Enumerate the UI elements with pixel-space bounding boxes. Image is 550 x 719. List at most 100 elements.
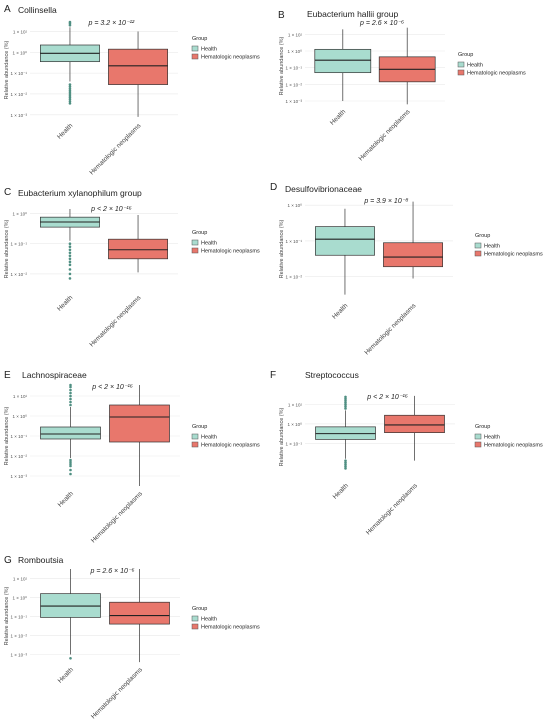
panel-title: Collinsella <box>18 5 57 15</box>
panel-d: D Desulfovibrionaceae 1 × 10⁰ 1 × 10⁻¹ 1 × 1… <box>270 182 543 356</box>
y-tick-label: 1 × 10⁰ <box>13 212 28 217</box>
x-tick-label: Health <box>56 294 75 313</box>
outlier-point <box>69 397 72 401</box>
outlier-point <box>68 242 72 246</box>
y-tick-label: 1 × 10⁰ <box>13 414 28 419</box>
box-hematologic-neoplasms <box>383 201 443 279</box>
panel-g: G Romboutsia 1 × 10¹ 1 × 10⁰ 1 × 10⁻¹ 1 × 10⁻… <box>4 555 260 719</box>
y-tick-label: 1 × 10⁻² <box>285 275 302 280</box>
x-tick-label: Hematologic neoplasms <box>363 302 418 357</box>
outlier-point <box>68 277 72 280</box>
box-health <box>40 20 100 105</box>
x-tick-label: Hematologic neoplasms <box>90 666 145 719</box>
legend-swatch <box>191 239 199 246</box>
legend-swatch <box>191 45 199 52</box>
panel-letter: F <box>270 370 276 381</box>
y-tick-label: 1 × 10⁻¹ <box>285 441 302 446</box>
legend: Group Health Hematologic neoplasms <box>191 36 260 61</box>
y-axis-label: Relative abundance (%) <box>4 40 10 99</box>
legend-label: Hematologic neoplasms <box>201 625 260 631</box>
legend-label: Health <box>484 244 500 250</box>
box-hematologic-neoplasms <box>108 31 168 117</box>
outlier-point <box>69 468 72 472</box>
y-tick-label: 1 × 10⁻² <box>10 272 27 277</box>
legend-swatch <box>191 615 199 622</box>
legend-swatch <box>191 53 199 60</box>
y-axis-label: Relative abundance (%) <box>279 407 285 466</box>
outlier-point <box>344 399 347 403</box>
legend-label: Hematologic neoplasms <box>484 443 543 449</box>
y-tick-label: 1 × 10⁻² <box>10 454 27 459</box>
outlier-point <box>69 458 72 462</box>
outlier-point <box>69 472 72 476</box>
x-tick-label: Health <box>332 482 351 501</box>
y-tick-label: 1 × 10⁻¹ <box>285 66 302 71</box>
panel-letter: D <box>270 182 277 193</box>
y-axis-label: Relative abundance (%) <box>4 219 10 278</box>
outlier-point <box>68 93 72 97</box>
x-tick-label: Health <box>331 302 350 321</box>
outlier-point <box>344 407 347 410</box>
y-tick-label: 1 × 10¹ <box>288 403 303 408</box>
y-tick-label: 1 × 10⁻¹ <box>10 614 27 619</box>
y-tick-label: 1 × 10⁻³ <box>10 113 27 118</box>
y-axis-label: Relative abundance (%) <box>4 586 10 645</box>
x-tick-label: Health <box>329 108 348 127</box>
outlier-point <box>69 394 72 398</box>
panel-e: E Lachnospiraceae 1 × 10¹ 1 × 10⁰ 1 × 10⁻¹ 1 … <box>4 370 260 544</box>
outlier-point <box>69 385 72 389</box>
box-health <box>40 209 100 280</box>
y-tick-label: 1 × 10⁻¹ <box>285 239 302 244</box>
legend-title: Group <box>475 233 490 239</box>
panel-letter: C <box>4 187 11 198</box>
outlier-point <box>68 257 72 261</box>
legend-label: Health <box>201 47 217 53</box>
outlier-point <box>344 459 347 462</box>
legend-title: Group <box>192 36 207 42</box>
y-axis-label: Relative abundance (%) <box>279 36 285 95</box>
legend-label: Hematologic neoplasms <box>484 252 543 258</box>
x-tick-label: Health <box>57 666 76 685</box>
x-tick-label: Hematologic neoplasms <box>90 490 145 545</box>
outlier-point <box>68 87 72 91</box>
p-value-annotation: p = 2.6 × 10⁻⁶ <box>359 20 404 27</box>
iqr-box <box>108 48 168 85</box>
outlier-point <box>69 403 72 407</box>
outlier-point <box>68 91 72 95</box>
y-tick-label: 1 × 10⁻² <box>10 92 27 97</box>
outlier-point <box>68 245 72 249</box>
box-hematologic-neoplasms <box>378 27 436 105</box>
y-tick-label: 1 × 10⁻² <box>285 82 302 87</box>
iqr-box <box>109 404 170 443</box>
outlier-point <box>344 461 347 464</box>
legend: Group Health Hematologic neoplasms <box>191 424 260 449</box>
iqr-box <box>108 238 168 260</box>
legend-swatch <box>191 441 199 448</box>
y-axis-label: Relative abundance (%) <box>4 406 10 465</box>
outlier-point <box>344 403 347 406</box>
y-tick-label: 1 × 10¹ <box>13 394 28 399</box>
panel-title: Lachnospiraceae <box>22 370 87 380</box>
y-tick-label: 1 × 10⁻¹ <box>10 242 27 247</box>
x-tick-label: Health <box>56 122 75 141</box>
outlier-point <box>344 401 347 404</box>
iqr-box <box>40 426 101 440</box>
outlier-point <box>68 85 72 88</box>
p-value-annotation: p < 2 × 10⁻¹⁶ <box>366 394 408 401</box>
y-tick-label: 1 × 10⁻¹ <box>10 434 27 439</box>
y-tick-label: 1 × 10⁰ <box>288 203 303 208</box>
x-tick-label: Hematologic neoplasms <box>358 108 413 163</box>
x-tick-label: Hematologic neoplasms <box>88 122 143 177</box>
panel-letter: E <box>4 370 11 381</box>
p-value-annotation: p = 2.6 × 10⁻⁶ <box>90 568 135 575</box>
outlier-point <box>69 460 72 464</box>
panel-title: Streptococcus <box>305 370 359 380</box>
panel-title: Desulfovibrionaceae <box>285 184 362 194</box>
outlier-point <box>68 254 72 258</box>
legend-swatch <box>474 441 482 448</box>
x-tick-label: Hematologic neoplasms <box>365 482 420 537</box>
y-tick-label: 1 × 10⁰ <box>288 422 303 427</box>
y-tick-label: 1 × 10⁻² <box>10 633 27 638</box>
legend-label: Hematologic neoplasms <box>201 249 260 255</box>
